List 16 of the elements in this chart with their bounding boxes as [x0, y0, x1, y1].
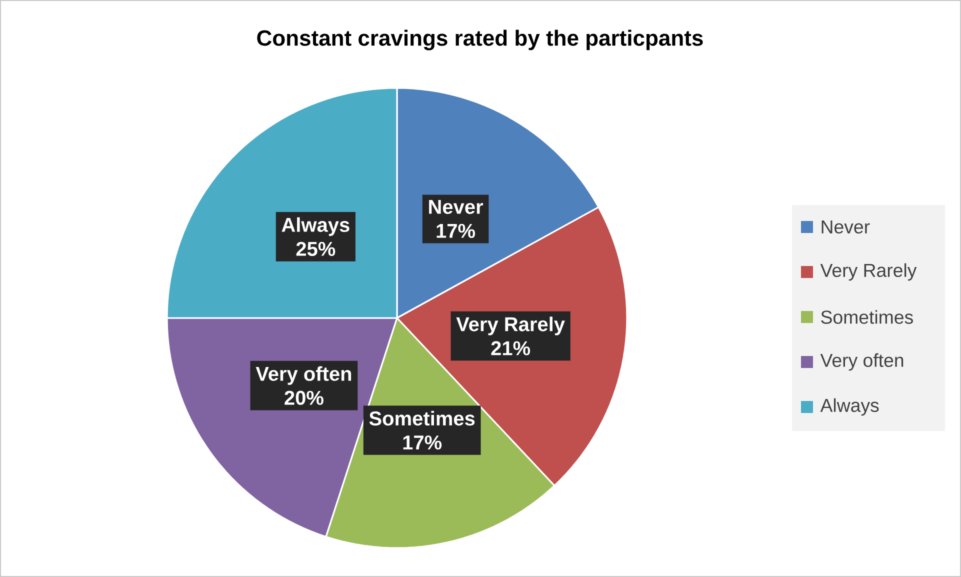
slice-label: Very Rarely	[456, 316, 565, 336]
data-label: 17%	[436, 224, 476, 238]
slice-label: Very often	[256, 366, 352, 385]
data-label: 20%	[284, 390, 324, 405]
legend-label: Always	[820, 398, 879, 416]
legend-label: Very Rarely	[820, 263, 917, 281]
chart-title: Constant cravings rated by the particpants	[257, 30, 703, 50]
data-label: 21%	[491, 341, 530, 356]
slice-label: Sometimes	[369, 410, 475, 426]
slice-label: Always	[282, 217, 350, 236]
legend-label: Sometimes	[821, 310, 913, 324]
slice-label: Never	[429, 200, 484, 214]
legend-label: Never	[822, 220, 870, 234]
legend-label: Very often	[820, 353, 904, 371]
data-label: 25%	[296, 242, 336, 256]
data-label: 17%	[403, 435, 442, 450]
